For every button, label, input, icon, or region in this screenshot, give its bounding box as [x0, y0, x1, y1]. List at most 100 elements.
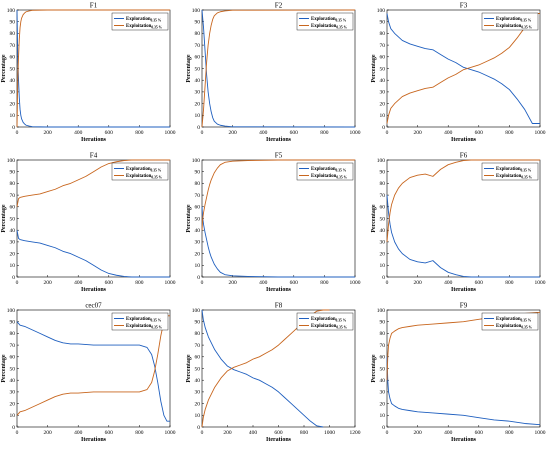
x-tick-label: 0: [386, 130, 389, 136]
legend-label-exploration: Exploration0.35 %: [311, 317, 347, 322]
x-tick-label: 600: [290, 130, 299, 136]
y-tick-label: 90: [10, 20, 16, 26]
legend-label-exploration: Exploration0.35 %: [126, 317, 162, 322]
y-tick-label: 70: [10, 343, 16, 349]
y-tick-label: 30: [10, 240, 16, 246]
y-tick-label: 20: [195, 101, 201, 107]
legend-box: [296, 162, 354, 181]
x-tick-label: 1000: [535, 430, 546, 436]
y-tick-label: 0: [382, 425, 385, 431]
series-line-exploitation: [16, 9, 170, 128]
legend-box: [296, 312, 354, 331]
x-tick-label: 1000: [165, 280, 176, 286]
y-tick-label: 50: [10, 66, 16, 72]
y-axis-label: Percentage: [186, 54, 192, 83]
y-tick-label: 0: [12, 425, 15, 431]
legend-box: [481, 312, 539, 331]
y-tick-label: 80: [380, 181, 386, 187]
x-axis-label: Iterations: [451, 287, 477, 293]
x-tick-label: 0: [16, 280, 19, 286]
y-tick-label: 30: [195, 90, 201, 96]
x-tick-label: 0: [16, 430, 19, 436]
legend-box: [481, 162, 539, 181]
y-tick-label: 90: [380, 20, 386, 26]
x-tick-label: 0: [386, 280, 389, 286]
x-tick-label: 200: [223, 430, 232, 436]
legend-label-exploration: Exploration0.35 %: [496, 167, 532, 172]
x-axis-label: Iterations: [81, 137, 107, 143]
y-tick-label: 100: [7, 308, 16, 314]
y-tick-label: 70: [195, 193, 201, 199]
legend-label-exploitation: Exploitation0.35 %: [311, 324, 348, 329]
y-tick-label: 90: [380, 320, 386, 326]
series-line-exploration: [16, 230, 170, 278]
series-line-exploration: [201, 9, 356, 128]
x-tick-label: 800: [320, 130, 329, 136]
x-tick-label: 600: [105, 130, 114, 136]
legend-label-exploitation: Exploitation0.35 %: [311, 174, 348, 179]
y-tick-label: 30: [195, 240, 201, 246]
chart-title: F2: [275, 2, 283, 10]
x-tick-label: 1000: [350, 130, 361, 136]
y-tick-label: 0: [382, 125, 385, 131]
y-tick-label: 90: [195, 20, 201, 26]
x-tick-label: 0: [16, 130, 19, 136]
chart-title: F5: [275, 152, 283, 160]
y-tick-label: 60: [195, 55, 201, 61]
y-tick-label: 70: [380, 193, 386, 199]
y-axis-label: Percentage: [1, 204, 7, 233]
y-tick-label: 60: [10, 355, 16, 361]
x-tick-label: 200: [413, 430, 422, 436]
y-tick-label: 50: [10, 366, 16, 372]
legend-box: [111, 12, 169, 31]
y-axis-label: Percentage: [1, 54, 7, 83]
y-tick-label: 30: [10, 390, 16, 396]
x-tick-label: 400: [259, 130, 268, 136]
y-tick-label: 70: [10, 43, 16, 49]
x-tick-label: 600: [475, 430, 484, 436]
legend-label-exploitation: Exploitation0.35 %: [311, 24, 348, 29]
series-line-exploration: [386, 13, 540, 124]
legend-label-exploration: Exploration0.35 %: [496, 317, 532, 322]
y-tick-label: 20: [380, 251, 386, 257]
y-tick-label: 50: [380, 366, 386, 372]
legend-label-exploitation: Exploitation0.35 %: [126, 174, 163, 179]
y-tick-label: 10: [10, 413, 16, 419]
legend-label-exploration: Exploration0.35 %: [311, 17, 347, 22]
x-tick-label: 600: [274, 430, 283, 436]
y-tick-label: 100: [7, 158, 16, 164]
chart-panel-f4: F4 0 10 20 30 40 50 60 70 80 90 100 0 200 400 600 800 100…: [0, 150, 180, 300]
x-tick-label: 600: [105, 430, 114, 436]
y-tick-label: 80: [195, 331, 201, 337]
series-line-exploration: [386, 195, 540, 278]
x-tick-label: 800: [505, 430, 514, 436]
y-tick-label: 0: [12, 275, 15, 281]
y-tick-label: 100: [7, 8, 16, 14]
y-tick-label: 10: [10, 263, 16, 269]
y-tick-label: 10: [380, 113, 386, 119]
y-tick-label: 80: [10, 31, 16, 37]
x-tick-label: 400: [259, 280, 268, 286]
legend-label-exploitation: Exploitation0.35 %: [496, 174, 533, 179]
x-axis-label: Iterations: [451, 437, 477, 443]
y-tick-label: 80: [10, 331, 16, 337]
y-tick-label: 100: [192, 158, 201, 164]
y-axis-label: Percentage: [371, 54, 377, 83]
y-tick-label: 50: [195, 66, 201, 72]
y-tick-label: 100: [377, 8, 386, 14]
y-tick-label: 40: [10, 228, 16, 234]
y-tick-label: 90: [10, 170, 16, 176]
series-line-exploitation: [16, 315, 170, 416]
chart-title: F3: [460, 2, 468, 10]
x-tick-label: 800: [320, 280, 329, 286]
x-tick-label: 400: [74, 130, 83, 136]
chart-title: F1: [90, 2, 98, 10]
